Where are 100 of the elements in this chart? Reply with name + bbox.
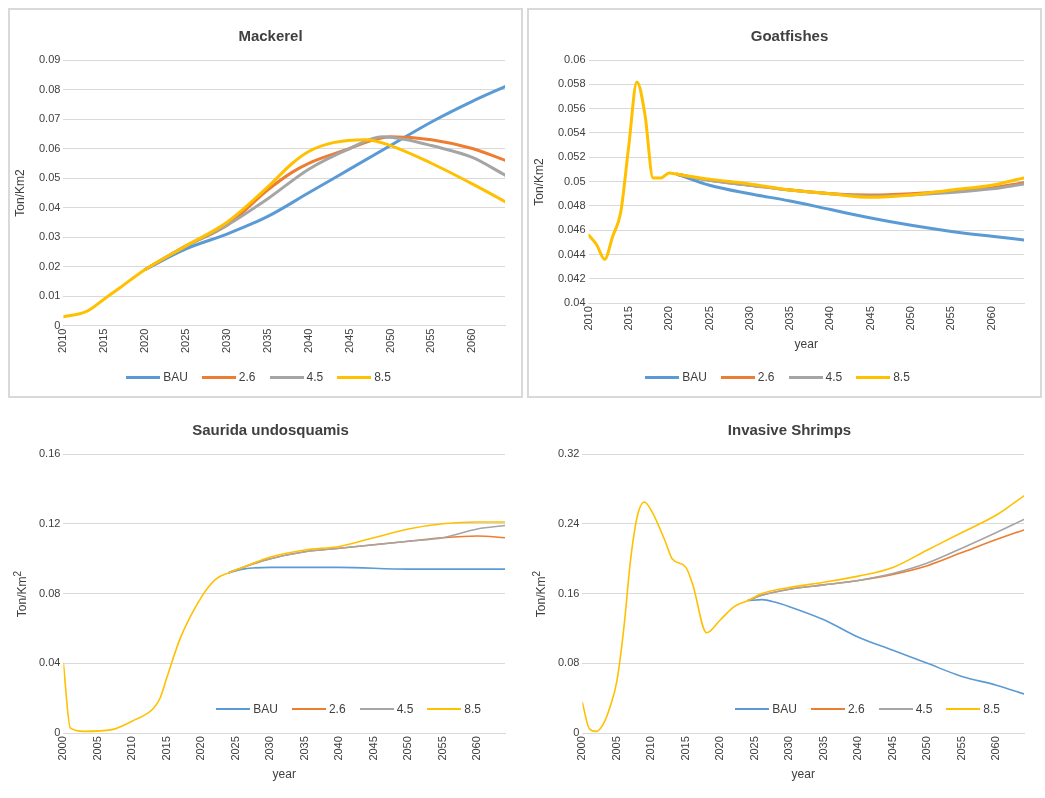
- x-tick-label: 2000: [56, 736, 69, 761]
- legend-label: 4.5: [915, 702, 933, 717]
- x-tick-label: 2015: [621, 306, 634, 331]
- x-tick-label: 2025: [179, 328, 192, 354]
- x-tick-label: 2005: [90, 736, 103, 761]
- x-tick-label: 2040: [851, 736, 864, 761]
- x-tick-label: 2000: [575, 736, 588, 761]
- x-tick-label: 2020: [138, 328, 151, 354]
- x-tick-label: 2025: [702, 306, 715, 331]
- x-tick-label: 2030: [742, 306, 755, 331]
- x-axis-title: year: [794, 337, 818, 352]
- x-tick-label: 2030: [219, 328, 232, 354]
- x-tick-label: 2045: [342, 328, 355, 354]
- x-tick-label: 2060: [465, 328, 478, 354]
- x-tick-label: 2015: [97, 328, 110, 354]
- y-tick-label: 0.06: [564, 53, 586, 66]
- x-tick-label: 2010: [125, 736, 138, 761]
- y-tick-label: 0.08: [38, 82, 61, 95]
- y-tick-label: 0.05: [564, 174, 586, 187]
- y-tick-label: 0.06: [38, 141, 61, 154]
- legend-label: 8.5: [464, 702, 481, 717]
- x-tick-label: 2025: [747, 736, 760, 761]
- x-tick-label: 2060: [470, 736, 483, 761]
- y-tick-label: 0.042: [558, 271, 586, 284]
- x-tick-label: 2035: [816, 736, 829, 761]
- legend-label: 8.5: [893, 370, 910, 384]
- legend-label: 2.6: [238, 370, 256, 384]
- y-tick-label: 0.03: [38, 230, 61, 243]
- y-tick-label: 0.044: [558, 247, 586, 260]
- x-tick-label: 2045: [863, 306, 876, 331]
- legend-label: 2.6: [328, 702, 346, 717]
- legend-label: BAU: [682, 370, 707, 384]
- x-tick-label: 2020: [662, 306, 675, 331]
- y-tick-label: 0.24: [557, 516, 580, 529]
- y-tick-label: 0.054: [558, 125, 586, 138]
- x-tick-label: 2040: [301, 328, 314, 354]
- legend-label: 2.6: [757, 370, 775, 384]
- legend-label: BAU: [772, 702, 797, 717]
- chart-title: Mackerel: [238, 27, 303, 45]
- y-tick-label: 0.08: [38, 586, 61, 599]
- y-axis-title: Ton/Km2: [532, 157, 546, 206]
- y-axis-title: Ton/Km2: [13, 169, 27, 217]
- x-tick-label: 2035: [260, 328, 273, 354]
- y-tick-label: 0.07: [38, 112, 61, 125]
- x-tick-label: 2035: [783, 306, 796, 331]
- x-tick-label: 2015: [678, 736, 691, 761]
- x-tick-label: 2050: [401, 736, 414, 761]
- x-tick-label: 2010: [581, 306, 594, 331]
- legend-label: BAU: [253, 702, 278, 717]
- x-tick-label: 2055: [944, 306, 957, 331]
- x-tick-label: 2055: [435, 736, 448, 761]
- x-tick-label: 2050: [904, 306, 917, 331]
- x-tick-label: 2010: [644, 736, 657, 761]
- y-tick-label: 0.046: [558, 223, 586, 236]
- y-tick-label: 0.05: [38, 171, 61, 184]
- y-tick-label: 0.02: [38, 259, 61, 272]
- y-tick-label: 0.08: [557, 656, 580, 669]
- x-tick-label: 2045: [885, 736, 898, 761]
- y-tick-label: 0.058: [558, 77, 586, 90]
- y-tick-label: 0.04: [38, 656, 61, 669]
- y-tick-label: 0.32: [557, 447, 580, 460]
- x-tick-label: 2030: [263, 736, 276, 761]
- x-tick-label: 2025: [228, 736, 241, 761]
- y-tick-label: 0.16: [38, 447, 61, 460]
- legend-label: 4.5: [306, 370, 324, 384]
- legend-label: BAU: [163, 370, 188, 384]
- x-tick-label: 2060: [989, 736, 1002, 761]
- legend-label: 4.5: [396, 702, 414, 717]
- y-tick-label: 0.09: [38, 53, 61, 66]
- x-tick-label: 2060: [984, 306, 997, 331]
- x-tick-label: 2010: [56, 328, 69, 354]
- x-tick-label: 2030: [782, 736, 795, 761]
- x-tick-label: 2035: [297, 736, 310, 761]
- chart-title: Invasive Shrimps: [727, 421, 852, 439]
- x-axis-title: year: [272, 767, 296, 782]
- y-tick-label: 0.052: [558, 150, 586, 163]
- x-tick-label: 2045: [366, 736, 379, 761]
- y-tick-label: 0.12: [38, 516, 61, 529]
- x-tick-label: 2050: [383, 328, 396, 354]
- chart-title: Saurida undosquamis: [192, 421, 349, 439]
- legend-label: 8.5: [983, 702, 1000, 717]
- y-tick-label: 0.01: [38, 289, 61, 302]
- y-tick-label: 0.04: [38, 200, 61, 213]
- x-tick-label: 2050: [920, 736, 933, 761]
- x-tick-label: 2055: [424, 328, 437, 354]
- y-tick-label: 0.048: [558, 198, 586, 211]
- y-tick-label: 0.056: [558, 101, 586, 114]
- legend-label: 8.5: [374, 370, 391, 384]
- x-tick-label: 2020: [713, 736, 726, 761]
- x-axis-title: year: [791, 767, 815, 782]
- legend-label: 2.6: [847, 702, 865, 717]
- x-tick-label: 2005: [609, 736, 622, 761]
- x-tick-label: 2040: [332, 736, 345, 761]
- chart-title: Goatfishes: [750, 27, 829, 45]
- x-tick-label: 2020: [194, 736, 207, 761]
- x-tick-label: 2040: [823, 306, 836, 331]
- y-tick-label: 0.16: [557, 586, 580, 599]
- legend-label: 4.5: [825, 370, 843, 384]
- x-tick-label: 2015: [159, 736, 172, 761]
- x-tick-label: 2055: [954, 736, 967, 761]
